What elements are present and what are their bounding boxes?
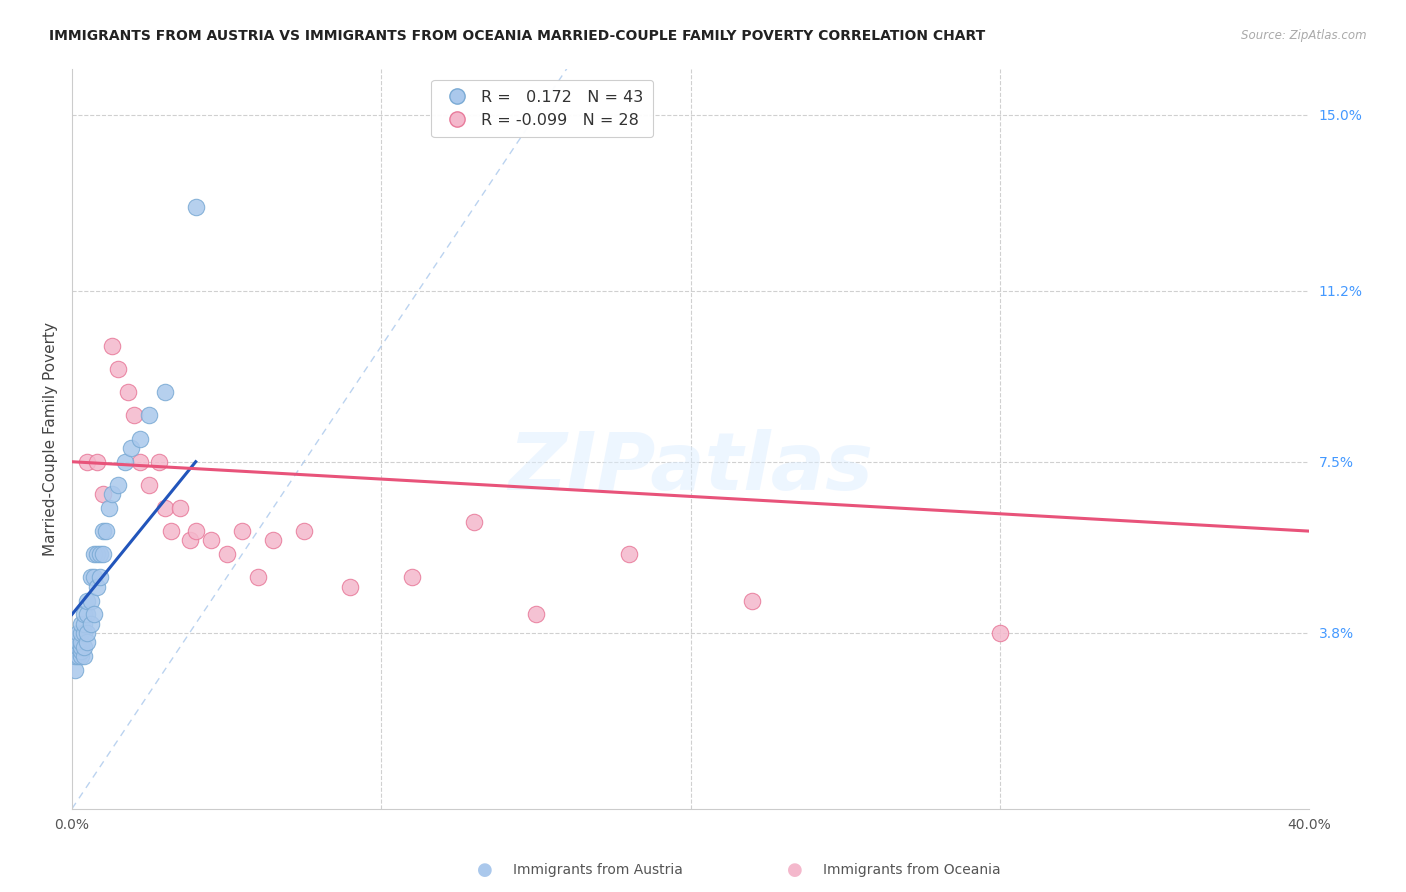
Point (117, 385, 139, 400)
Point (262, 533, 284, 548)
Point (76, 455, 98, 469)
Point (215, 547, 238, 561)
Point (617, 547, 640, 561)
Point (70, 648, 93, 663)
Point (524, 607, 547, 622)
Point (184, 200, 207, 214)
Point (148, 455, 170, 469)
Point (120, 441, 142, 455)
Point (79, 570, 101, 584)
Point (63, 663, 86, 677)
Point (73, 626, 96, 640)
Point (67, 648, 90, 663)
Text: Immigrants from Oceania: Immigrants from Oceania (823, 863, 1000, 877)
Point (200, 533, 222, 548)
Point (70, 626, 93, 640)
Point (91, 524, 114, 538)
Point (83, 547, 105, 561)
Point (79, 616, 101, 631)
Point (741, 593, 763, 607)
Point (73, 640, 96, 654)
Text: Immigrants from Austria: Immigrants from Austria (513, 863, 683, 877)
Point (101, 487, 124, 501)
Point (122, 409, 145, 423)
Point (83, 570, 105, 584)
Point (179, 533, 201, 548)
Point (89, 547, 111, 561)
Point (76, 626, 98, 640)
Point (129, 455, 152, 469)
Point (91, 487, 114, 501)
Point (129, 432, 152, 446)
Point (246, 570, 269, 584)
Point (94, 524, 117, 538)
Point (114, 455, 136, 469)
Point (153, 385, 176, 400)
Point (67, 626, 90, 640)
Point (70, 644, 93, 658)
Point (184, 524, 207, 538)
Text: Source: ZipAtlas.com: Source: ZipAtlas.com (1241, 29, 1367, 42)
Point (463, 515, 485, 529)
Point (91, 547, 114, 561)
Point (70, 640, 93, 654)
Point (76, 607, 98, 622)
Point (76, 593, 98, 607)
Text: IMMIGRANTS FROM AUSTRIA VS IMMIGRANTS FROM OCEANIA MARRIED-COUPLE FAMILY POVERTY: IMMIGRANTS FROM AUSTRIA VS IMMIGRANTS FR… (49, 29, 986, 43)
Point (107, 478, 129, 492)
Point (138, 478, 160, 492)
Point (83, 607, 105, 622)
Point (292, 524, 315, 538)
Point (73, 648, 96, 663)
Point (63, 648, 86, 663)
Point (73, 607, 96, 622)
Point (76, 635, 98, 649)
Point (89, 570, 111, 584)
Point (107, 362, 129, 376)
Point (67, 640, 90, 654)
Point (79, 593, 101, 607)
Point (70, 616, 93, 631)
Point (401, 570, 423, 584)
Point (988, 626, 1011, 640)
Point (153, 500, 176, 515)
Y-axis label: Married-Couple Family Poverty: Married-Couple Family Poverty (44, 322, 58, 556)
Text: ●: ● (786, 861, 803, 879)
Point (73, 616, 96, 631)
Point (86, 547, 108, 561)
Point (339, 580, 361, 594)
Point (169, 500, 191, 515)
Point (70, 635, 93, 649)
Point (86, 580, 108, 594)
Point (101, 339, 124, 353)
Point (86, 455, 108, 469)
Point (98, 500, 121, 515)
Text: ZIPatlas: ZIPatlas (508, 429, 873, 508)
Point (67, 635, 90, 649)
Point (160, 524, 183, 538)
Text: ●: ● (477, 861, 494, 879)
Point (231, 524, 253, 538)
Legend: R =   0.172   N = 43, R = -0.099   N = 28: R = 0.172 N = 43, R = -0.099 N = 28 (432, 80, 652, 137)
Point (138, 409, 160, 423)
